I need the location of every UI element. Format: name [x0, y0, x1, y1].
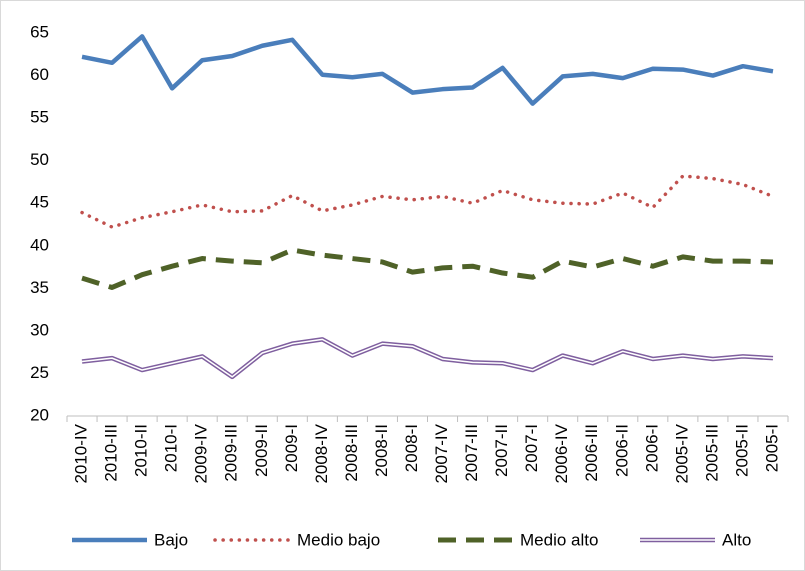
- x-tick-label: 2005-IV: [672, 423, 691, 483]
- x-tick-label: 2009-I: [282, 424, 301, 472]
- x-tick-label: 2008-I: [402, 424, 421, 472]
- y-tick-label: 20: [30, 405, 49, 424]
- x-tick-label: 2008-III: [342, 424, 361, 482]
- x-tick-label: 2008-IV: [312, 423, 331, 483]
- x-tick-label: 2007-II: [492, 424, 511, 477]
- x-tick-label: 2009-IV: [192, 423, 211, 483]
- line: [80, 174, 775, 229]
- x-tick-label: 2006-I: [642, 424, 661, 472]
- y-tick-label: 65: [30, 22, 49, 41]
- x-tick-label: 2005-II: [732, 424, 751, 477]
- x-tick-label: 2010-IV: [72, 423, 91, 483]
- legend-label: Medio alto: [520, 530, 598, 549]
- y-tick-label: 55: [30, 108, 49, 127]
- y-tick-label: 40: [30, 235, 49, 254]
- legend-label: Bajo: [154, 530, 188, 549]
- x-tick-label: 2010-III: [102, 424, 121, 482]
- line: [81, 34, 774, 106]
- x-tick-label: 2010-II: [132, 424, 151, 477]
- x-tick-label: 2006-II: [612, 424, 631, 477]
- x-tick-label: 2005-III: [702, 424, 721, 482]
- x-tick-label: 2007-III: [462, 424, 481, 482]
- x-tick-label: 2006-IV: [552, 423, 571, 483]
- x-tick-label: 2009-III: [222, 424, 241, 482]
- x-tick-label: 2007-IV: [432, 423, 451, 483]
- y-tick-label: 60: [30, 65, 49, 84]
- x-tick-label: 2010-I: [162, 424, 181, 472]
- y-tick-label: 30: [30, 320, 49, 339]
- x-tick-label: 2007-I: [522, 424, 541, 472]
- line-inner: [81, 338, 774, 378]
- x-tick-label: 2009-II: [252, 424, 271, 477]
- y-tick-label: 25: [30, 363, 49, 382]
- x-tick-label: 2006-III: [582, 424, 601, 482]
- line: [81, 247, 774, 290]
- y-tick-label: 35: [30, 278, 49, 297]
- legend-label: Alto: [722, 530, 751, 549]
- legend-label: Medio bajo: [297, 530, 380, 549]
- x-tick-label: 2008-II: [372, 424, 391, 477]
- x-tick-label: 2005-I: [762, 424, 781, 472]
- y-tick-label: 45: [30, 193, 49, 212]
- y-tick-label: 50: [30, 150, 49, 169]
